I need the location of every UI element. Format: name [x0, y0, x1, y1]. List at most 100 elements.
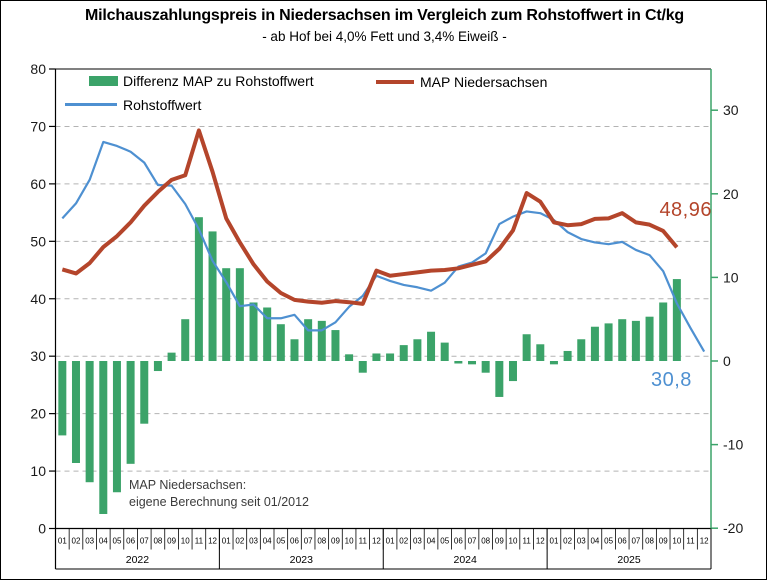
legend-label: Rohstoffwert	[123, 97, 202, 113]
month-label: 12	[536, 537, 545, 546]
month-label: 08	[645, 537, 654, 546]
difference-bar	[440, 342, 449, 361]
left-axis-tick-label: 0	[38, 521, 46, 537]
difference-bar	[71, 361, 80, 463]
month-label: 01	[386, 537, 395, 546]
left-axis-tick-label: 80	[30, 61, 46, 77]
month-label: 09	[331, 537, 340, 546]
difference-bar	[345, 354, 354, 361]
left-axis-tick-label: 20	[30, 406, 46, 422]
month-label: 05	[604, 537, 613, 546]
difference-bar	[249, 302, 258, 361]
difference-bar	[208, 231, 217, 361]
month-label: 02	[235, 537, 244, 546]
month-label: 11	[522, 537, 531, 546]
difference-bar	[358, 361, 367, 373]
difference-bar	[468, 361, 477, 365]
difference-bar	[522, 334, 531, 361]
difference-bar	[386, 353, 395, 361]
month-label: 06	[290, 537, 299, 546]
difference-bar	[536, 344, 545, 361]
month-label: 01	[222, 537, 231, 546]
difference-bar	[427, 331, 436, 361]
difference-bar	[577, 339, 586, 361]
difference-bar	[372, 353, 381, 361]
month-label: 03	[85, 537, 94, 546]
difference-bar	[112, 361, 121, 493]
map-last-value-label: 48,96	[659, 199, 712, 221]
difference-bar	[549, 361, 558, 365]
right-axis-tick-label: 0	[723, 353, 731, 369]
difference-bar	[590, 326, 599, 361]
difference-bar	[126, 361, 135, 464]
line-swatch-icon	[376, 80, 414, 84]
month-label: 07	[140, 537, 149, 546]
difference-bar	[331, 330, 340, 361]
difference-bar	[317, 320, 326, 361]
difference-bar	[304, 319, 313, 361]
month-label: 04	[263, 537, 272, 546]
month-label: 02	[399, 537, 408, 546]
difference-bar	[140, 361, 149, 424]
legend-item-map: MAP Niedersachsen	[420, 74, 547, 90]
month-label: 12	[208, 537, 217, 546]
month-label: 10	[345, 537, 354, 546]
month-label: 04	[590, 537, 599, 546]
month-label: 07	[631, 537, 640, 546]
month-label: 09	[495, 537, 504, 546]
left-axis-tick-label: 70	[30, 118, 46, 134]
difference-bar	[659, 302, 668, 361]
difference-bar	[413, 339, 422, 361]
difference-bar	[631, 320, 640, 361]
difference-bar	[85, 361, 94, 483]
difference-bar	[263, 307, 272, 361]
month-label: 04	[99, 537, 108, 546]
year-label: 2025	[617, 554, 641, 566]
month-label: 02	[563, 537, 572, 546]
rohstoffwert-last-value-label: 30,8	[651, 369, 692, 391]
month-label: 03	[249, 537, 258, 546]
legend-item-rohstoffwert: Rohstoffwert	[123, 97, 201, 113]
difference-bar	[153, 361, 162, 372]
difference-bar	[495, 361, 504, 397]
difference-bar	[645, 316, 654, 361]
difference-bar	[672, 279, 681, 361]
month-label: 08	[481, 537, 490, 546]
annotation-line-2: eigene Berechnung seit 01/2012	[129, 495, 310, 509]
difference-bar	[99, 361, 108, 514]
right-axis-tick-label: 10	[723, 269, 739, 285]
right-axis-tick-label: -10	[723, 437, 743, 453]
month-label: 10	[509, 537, 518, 546]
month-label: 03	[577, 537, 586, 546]
month-label: 09	[167, 537, 176, 546]
difference-bar	[194, 217, 203, 361]
right-axis-tick-label: -20	[723, 520, 743, 536]
annotation-line-1: MAP Niedersachsen:	[129, 478, 247, 492]
month-label: 05	[113, 537, 122, 546]
legend-item-differenz: Differenz MAP zu Rohstoffwert	[123, 73, 314, 89]
month-label: 10	[672, 537, 681, 546]
left-axis-tick-label: 30	[30, 348, 46, 364]
difference-bar	[290, 339, 299, 361]
right-axis-tick-label: 20	[723, 186, 739, 202]
month-label: 08	[317, 537, 326, 546]
difference-bar	[454, 361, 463, 364]
difference-bar	[167, 352, 176, 361]
month-label: 04	[427, 537, 436, 546]
chart-subtitle: - ab Hof bei 4,0% Fett und 3,4% Eiweiß -	[262, 29, 507, 44]
month-label: 07	[304, 537, 313, 546]
year-label: 2024	[454, 554, 478, 566]
map-niedersachsen-line	[61, 128, 679, 306]
legend-label: Differenz MAP zu Rohstoffwert	[123, 73, 314, 89]
year-label: 2023	[290, 554, 314, 566]
legend-label: MAP Niedersachsen	[420, 74, 548, 90]
difference-bar	[399, 345, 408, 361]
month-label: 08	[153, 537, 162, 546]
difference-bar	[181, 319, 190, 361]
month-label: 02	[72, 537, 81, 546]
difference-bar	[481, 361, 490, 373]
month-label: 01	[550, 537, 559, 546]
chart-title: Milchauszahlungspreis in Niedersachsen i…	[85, 7, 684, 24]
